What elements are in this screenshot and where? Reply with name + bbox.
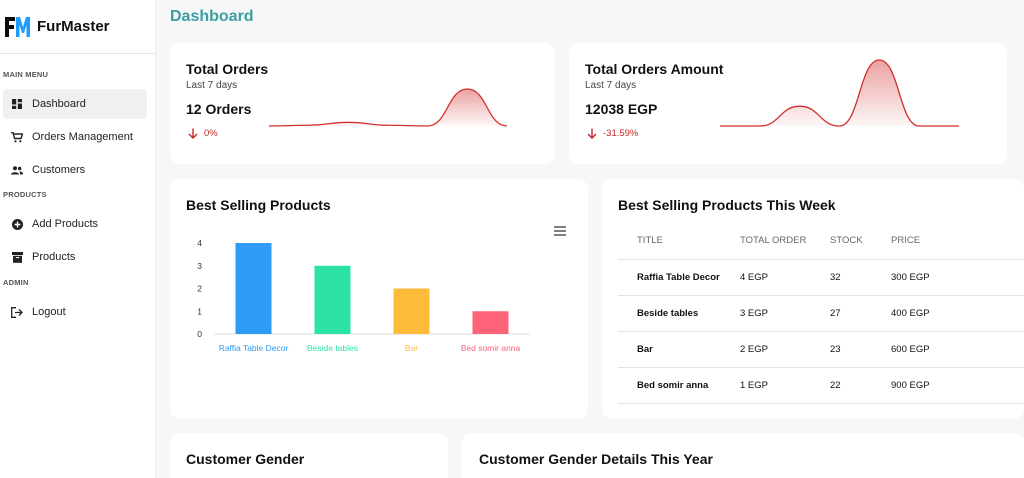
dashboard-icon [11, 98, 23, 110]
x-tick-label: Raffia Table Decor [219, 343, 289, 353]
furmaster-logo-icon [4, 15, 30, 39]
sparkline-line [720, 59, 959, 127]
y-tick-label: 0 [197, 329, 202, 339]
bar[interactable] [472, 311, 509, 334]
cell-total-order: 3 EGP [740, 295, 830, 332]
cell-stock: 22 [830, 367, 891, 404]
logout-icon [11, 306, 23, 318]
card-title: Total Orders Amount [585, 61, 724, 77]
table-row: Beside tables 3 EGP 27 400 EGP [618, 295, 1024, 332]
people-icon [11, 164, 23, 176]
sidebar-item-label: Orders Management [32, 131, 133, 143]
card-subtitle: Last 7 days [186, 80, 238, 91]
cell-price: 900 EGP [891, 367, 1024, 404]
cell-total-order: 4 EGP [740, 259, 830, 296]
column-header-stock: STOCK [830, 223, 891, 260]
total-amount-value: 12038 EGP [585, 101, 658, 117]
cell-title: Beside tables [618, 295, 740, 332]
section-label-products: PRODUCTS [3, 190, 47, 199]
cell-price: 600 EGP [891, 331, 1024, 368]
sparkline-line [268, 88, 508, 127]
total-amount-change: -31.59% [587, 128, 638, 139]
table-row: Raffia Table Decor 4 EGP 32 300 EGP [618, 259, 1024, 296]
cell-title: Raffia Table Decor [618, 259, 740, 296]
add-circle-icon [11, 218, 23, 230]
y-tick-label: 1 [197, 306, 202, 316]
total-amount-sparkline [720, 59, 959, 127]
total-orders-card: Total Orders Last 7 days 12 Orders 0% [170, 43, 555, 164]
total-amount-card: Total Orders Amount Last 7 days 12038 EG… [569, 43, 1007, 164]
x-tick-label: Bar [405, 343, 418, 353]
sidebar-item-dashboard[interactable]: Dashboard [3, 89, 147, 119]
y-tick-label: 3 [197, 261, 202, 271]
cell-price: 300 EGP [891, 259, 1024, 296]
sidebar-item-products[interactable]: Products [3, 242, 147, 272]
sidebar-item-logout[interactable]: Logout [3, 297, 147, 327]
brand: FurMaster [0, 0, 155, 54]
card-title: Customer Gender [186, 451, 305, 467]
total-orders-sparkline [268, 88, 508, 127]
total-orders-change: 0% [188, 128, 218, 139]
x-tick-label: Bed somir anna [461, 343, 521, 353]
cell-title: Bed somir anna [618, 367, 740, 404]
cell-title: Bar [618, 331, 740, 368]
sidebar-item-label: Add Products [32, 218, 99, 230]
column-header-title: TITLE [618, 223, 740, 260]
change-value: 0% [204, 128, 218, 139]
bar[interactable] [314, 265, 351, 334]
table-row: Bed somir anna 1 EGP 22 900 EGP [618, 367, 1024, 404]
cart-icon [11, 131, 23, 143]
change-value: -31.59% [603, 128, 639, 139]
sparkline-area [269, 89, 507, 126]
total-orders-value: 12 Orders [186, 101, 252, 117]
cell-price: 400 EGP [891, 295, 1024, 332]
bar[interactable] [235, 243, 272, 334]
inventory-icon [11, 251, 23, 263]
column-header-total-order: TOTAL ORDER [740, 223, 830, 260]
bar[interactable] [393, 288, 430, 335]
y-tick-label: 2 [197, 284, 202, 294]
section-label-admin: ADMIN [3, 278, 29, 287]
sidebar-item-customers[interactable]: Customers [3, 155, 147, 185]
cell-stock: 23 [830, 331, 891, 368]
customer-gender-card: Customer Gender [170, 433, 448, 478]
sidebar-item-label: Logout [32, 306, 66, 318]
best-week-table: TITLE TOTAL ORDER STOCK PRICE Raffia Tab… [618, 223, 1024, 404]
cell-stock: 32 [830, 259, 891, 296]
arrow-down-icon [188, 128, 198, 139]
card-subtitle: Last 7 days [585, 80, 637, 91]
section-label-main-menu: MAIN MENU [3, 70, 49, 79]
cell-total-order: 2 EGP [740, 331, 830, 368]
page-title: Dashboard [170, 8, 254, 25]
sidebar-item-add-products[interactable]: Add Products [3, 209, 147, 239]
sidebar-item-label: Products [32, 251, 76, 263]
card-title: Best Selling Products [186, 197, 331, 213]
x-tick-label: Beside tables [307, 343, 358, 353]
sparkline-area [720, 60, 959, 126]
cell-total-order: 1 EGP [740, 367, 830, 404]
table-header-row: TITLE TOTAL ORDER STOCK PRICE [618, 223, 1024, 260]
table-row: Bar 2 EGP 23 600 EGP [618, 331, 1024, 368]
card-title: Customer Gender Details This Year [479, 451, 713, 467]
bar-chart: 0 1 2 3 4 Raffia Table Decor Beside tables Bar B… [197, 238, 530, 353]
sidebar-item-label: Customers [32, 164, 86, 176]
menu-icon[interactable] [554, 226, 567, 236]
y-tick-label: 4 [197, 238, 202, 248]
gender-details-card: Customer Gender Details This Year [462, 433, 1024, 478]
sidebar-item-label: Dashboard [32, 98, 86, 110]
card-title: Total Orders [186, 61, 269, 77]
arrow-down-icon [587, 128, 597, 139]
sidebar: FurMaster MAIN MENU Dashboard Orders Man… [0, 0, 156, 478]
card-title: Best Selling Products This Week [618, 197, 836, 213]
cell-stock: 27 [830, 295, 891, 332]
best-week-card: Best Selling Products This Week TITLE TO… [602, 179, 1024, 419]
column-header-price: PRICE [891, 223, 1024, 260]
sidebar-item-orders-management[interactable]: Orders Management [3, 122, 147, 152]
brand-name: FurMaster [37, 18, 110, 35]
best-selling-card: Best Selling Products 0 1 2 3 4 Raffia Table … [170, 179, 588, 419]
